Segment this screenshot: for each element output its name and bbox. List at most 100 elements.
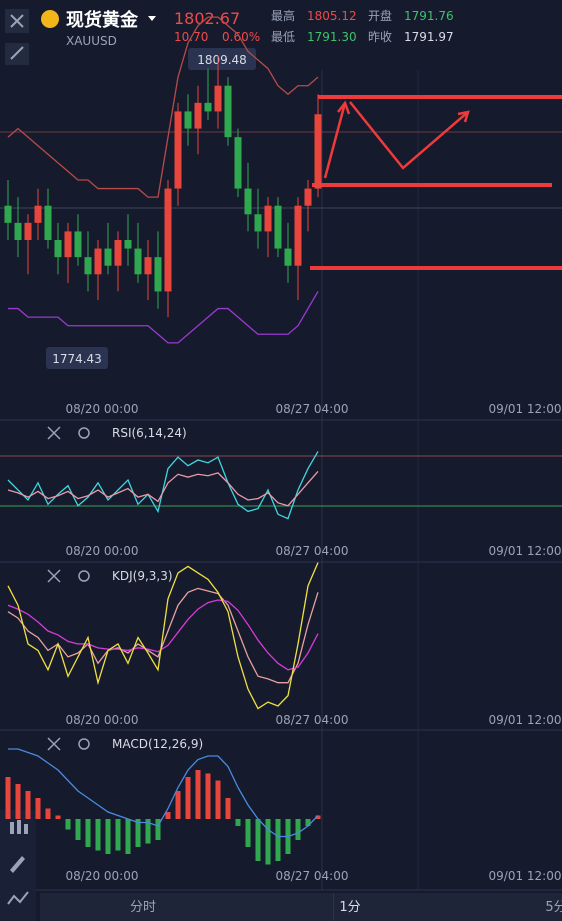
- candle-body: [114, 240, 122, 266]
- tab-bar: [40, 893, 562, 921]
- candle-body: [34, 205, 42, 223]
- max-label: 1809.48: [197, 53, 247, 67]
- candle-body: [154, 257, 162, 292]
- candle-body: [214, 85, 222, 112]
- macd-bar: [185, 777, 191, 819]
- low: 1791.30: [307, 30, 357, 44]
- macd-bar: [155, 819, 161, 840]
- kdj-line: [7, 587, 319, 684]
- panel-icons[interactable]: [47, 426, 90, 751]
- macd-bar: [215, 780, 221, 819]
- macd-bar: [295, 819, 301, 840]
- label: 最高: [271, 8, 295, 23]
- candle-body: [314, 114, 322, 189]
- macd-bar: [105, 819, 111, 854]
- macd-bar: [35, 798, 41, 819]
- candle-body: [284, 248, 292, 266]
- dropdown[interactable]: [148, 16, 156, 21]
- macd-bar: [245, 819, 251, 847]
- high: 1805.12: [307, 9, 357, 23]
- x-tick-label: 08/27 04:00: [276, 713, 349, 727]
- close-icon: [10, 14, 24, 28]
- x-tick-label: 08/20 00:00: [66, 713, 139, 727]
- candle-body: [144, 257, 152, 275]
- candle-body: [74, 231, 82, 258]
- macd-bar: [115, 819, 121, 851]
- tab[interactable]: 分时: [130, 900, 156, 915]
- candle-body: [274, 205, 282, 249]
- macd-bar: [175, 791, 181, 819]
- candle-body: [94, 248, 102, 275]
- macd-bar: [195, 770, 201, 819]
- x-tick-label: 09/01 12:00: [489, 869, 562, 883]
- drawing: [310, 95, 562, 270]
- macd-bar: [55, 815, 61, 819]
- panel-title: RSI(6,14,24): [112, 426, 187, 440]
- macd-bar: [315, 815, 321, 819]
- min-badge: [46, 347, 108, 369]
- macd-bar: [25, 791, 31, 819]
- rsi-line: [7, 451, 319, 520]
- prev-close: 1791.97: [404, 30, 454, 44]
- candle-body: [164, 188, 172, 292]
- collapse-icon: [10, 46, 24, 60]
- x-tick-label: 08/27 04:00: [276, 544, 349, 558]
- candle-body: [224, 85, 232, 138]
- candle-body: [84, 257, 92, 275]
- max-badge: [188, 48, 256, 70]
- candle-body: [124, 240, 132, 249]
- arrows: [323, 100, 470, 179]
- candle-body: [4, 205, 12, 223]
- macd-bar: [275, 819, 281, 861]
- candle-body: [184, 111, 192, 129]
- tab[interactable]: 1分: [339, 900, 360, 915]
- candle-body: [304, 188, 312, 206]
- panel-title: KDJ(9,3,3): [112, 569, 173, 583]
- macd-dif: [8, 748, 319, 838]
- candle-body: [294, 205, 302, 266]
- gold-icon: [41, 10, 59, 28]
- candle-body: [14, 222, 22, 240]
- x-tick-label: 08/20 00:00: [66, 544, 139, 558]
- rsi-line: [7, 471, 319, 507]
- x-tick-label: 09/01 12:00: [489, 713, 562, 727]
- macd-bar: [225, 798, 231, 819]
- candle-body: [134, 248, 142, 275]
- candle-body: [234, 137, 242, 189]
- boll-upper: [7, 16, 319, 198]
- boll-lower: [8, 291, 319, 344]
- instrument-name[interactable]: 现货黄金: [66, 9, 139, 31]
- x-tick-label: 08/20 00:00: [66, 402, 139, 416]
- candle-body: [264, 205, 272, 232]
- label: 昨收: [368, 30, 392, 44]
- macd-bar: [145, 819, 151, 844]
- macd-bar: [205, 773, 211, 819]
- macd-bar: [95, 819, 101, 851]
- label: 最低: [271, 30, 295, 44]
- tab[interactable]: 5分: [545, 900, 562, 915]
- candle-body: [54, 240, 62, 258]
- candle-body: [204, 102, 212, 112]
- candle-body: [64, 231, 72, 258]
- panel-title: MACD(12,26,9): [112, 737, 203, 751]
- macd-bar: [45, 808, 51, 819]
- x-tick-label: 08/20 00:00: [66, 869, 139, 883]
- x-tick-label: 09/01 12:00: [489, 544, 562, 558]
- macd-bar: [135, 819, 141, 847]
- candle-body: [174, 111, 182, 189]
- macd-bar: [265, 819, 271, 865]
- macd-bar: [305, 819, 311, 826]
- tool-icons[interactable]: [7, 820, 29, 905]
- macd-bar: [75, 819, 81, 840]
- candle-body: [24, 222, 32, 240]
- change-pct: 0.60%: [222, 30, 260, 44]
- macd-bar: [85, 819, 91, 847]
- macd-bar: [15, 784, 21, 819]
- macd-bar: [65, 819, 71, 830]
- macd-bar: [165, 812, 171, 819]
- candle-body: [244, 188, 252, 215]
- open: 1791.76: [404, 9, 454, 23]
- macd-bar: [5, 777, 11, 819]
